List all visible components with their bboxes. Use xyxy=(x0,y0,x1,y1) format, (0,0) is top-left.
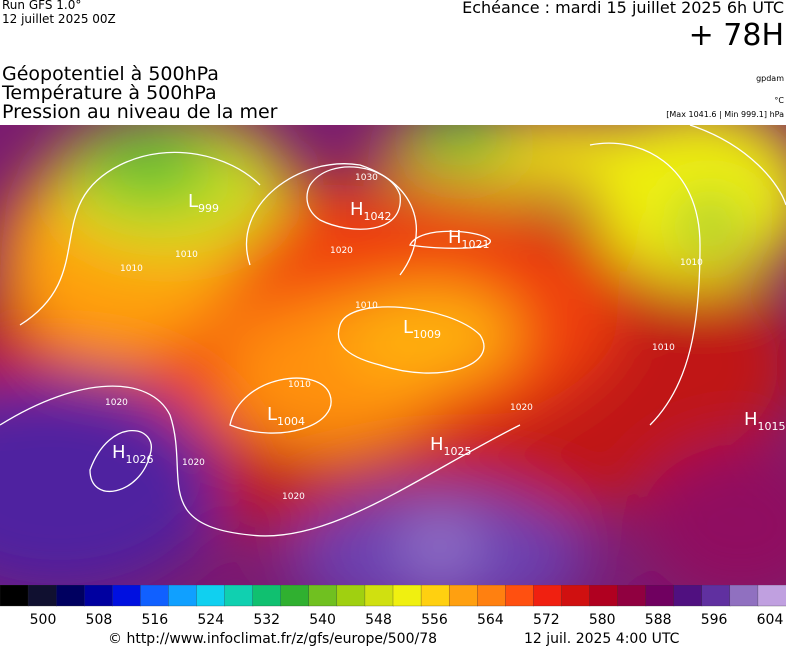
colorbar-cell xyxy=(168,585,198,607)
colorbar-tick-label: 572 xyxy=(533,612,560,628)
footer-date: 12 juil. 2025 4:00 UTC xyxy=(524,631,680,647)
colorbar-tick-label: 524 xyxy=(197,612,224,628)
isobar-label: 1020 xyxy=(510,403,533,413)
center-value: 1026 xyxy=(126,453,154,466)
colorbar-tick-label: 540 xyxy=(309,612,336,628)
center-value: 1042 xyxy=(364,210,392,223)
isobar-label: 1010 xyxy=(288,380,311,390)
colorbar-cell xyxy=(55,585,85,607)
center-value: 1025 xyxy=(444,445,472,458)
pressure-center: L1009 xyxy=(403,317,441,341)
unit: gpdam xyxy=(756,74,784,83)
colorbar-cell xyxy=(617,585,647,607)
colorbar-cell xyxy=(140,585,170,607)
colorbar-tick-label: 588 xyxy=(645,612,672,628)
isobar-label: 1020 xyxy=(330,246,353,256)
isobar-label: 1020 xyxy=(182,458,205,468)
center-value: 1015 xyxy=(758,420,786,433)
isobars xyxy=(0,125,786,537)
map: H1042H1021L999L1009L1004H1026H1025H10151… xyxy=(0,125,786,585)
center-letter: L xyxy=(267,404,277,425)
colorbar-cell xyxy=(505,585,535,607)
footer-url: © http://www.infoclimat.fr/z/gfs/europe/… xyxy=(108,631,438,647)
colorbar-cell xyxy=(673,585,703,607)
center-letter: H xyxy=(744,409,758,430)
run: Run GFS 1.0° xyxy=(2,0,82,12)
center-letter: H xyxy=(448,227,462,248)
colorbar-cell xyxy=(308,585,338,607)
isobar-label: 1010 xyxy=(355,301,378,311)
colorbar-tick-label: 532 xyxy=(253,612,280,628)
center-value: 999 xyxy=(198,202,219,215)
pressure-center: H1042 xyxy=(350,199,392,223)
colorbar-cell xyxy=(364,585,394,607)
colorbar-cell xyxy=(448,585,478,607)
colorbar-cell xyxy=(112,585,142,607)
colorbar-cell xyxy=(392,585,422,607)
isobar-label: 1020 xyxy=(105,398,128,408)
title: Pression au niveau de la mer xyxy=(2,101,278,123)
colorbar-tick-label: 556 xyxy=(421,612,448,628)
colorbar-tick-label: 580 xyxy=(589,612,616,628)
center-value: 1009 xyxy=(413,328,441,341)
isobar-label: 1010 xyxy=(680,258,703,268)
unit: °C xyxy=(774,96,784,105)
center-letter: L xyxy=(188,191,198,212)
title: Température à 500hPa xyxy=(2,82,217,104)
colorbar-tick-label: 604 xyxy=(757,612,784,628)
colorbar-tick-label: 596 xyxy=(701,612,728,628)
center-letter: H xyxy=(112,442,126,463)
run-date: 12 juillet 2025 00Z xyxy=(2,12,116,26)
lead: + 78H xyxy=(688,18,784,53)
center-letter: L xyxy=(403,317,413,338)
pressure-center: L999 xyxy=(188,191,219,215)
colorbar-tick-label: 500 xyxy=(30,612,57,628)
pressure-center: H1025 xyxy=(430,434,472,458)
colorbar-cell xyxy=(336,585,366,607)
colorbar-cell xyxy=(420,585,450,607)
pressure-center: H1026 xyxy=(112,442,154,466)
colorbar-tick-label: 516 xyxy=(141,612,168,628)
center-letter: H xyxy=(350,199,364,220)
colorbar-cell xyxy=(729,585,759,607)
colorbar-tick-label: 548 xyxy=(365,612,392,628)
colorbar-tick-label: 564 xyxy=(477,612,504,628)
colorbar-cell xyxy=(84,585,113,607)
colorbar-cell xyxy=(701,585,731,607)
echeance: Echéance : mardi 15 juillet 2025 6h UTC xyxy=(462,0,784,17)
colorbar-cell xyxy=(27,585,57,607)
pressure-center: H1021 xyxy=(448,227,490,251)
colorbar-cell xyxy=(757,585,786,607)
pressure-center: L1004 xyxy=(267,404,305,428)
title: Géopotentiel à 500hPa xyxy=(2,63,219,85)
colorbar-cell xyxy=(477,585,506,607)
unit: [Max 1041.6 | Min 999.1] hPa xyxy=(666,110,784,119)
center-value: 1004 xyxy=(277,415,305,428)
colorbar-cell xyxy=(0,585,29,607)
colorbar-cell xyxy=(224,585,254,607)
colorbar-cell xyxy=(252,585,282,607)
pressure-center: H1015 xyxy=(744,409,786,433)
isobar-label: 1010 xyxy=(652,343,675,353)
isobar-label: 1030 xyxy=(355,173,378,183)
colorbar-cell xyxy=(645,585,675,607)
colorbar-cell xyxy=(196,585,226,607)
colorbar-tick-label: 508 xyxy=(86,612,113,628)
colorbar-cell xyxy=(589,585,619,607)
colorbar-cell xyxy=(533,585,563,607)
isobar-label: 1020 xyxy=(282,492,305,502)
center-letter: H xyxy=(430,434,444,455)
field xyxy=(0,125,786,585)
colorbar-cell xyxy=(561,585,591,607)
isobar-label: 1010 xyxy=(120,264,143,274)
isobar-label: 1010 xyxy=(175,250,198,260)
colorbar-cell xyxy=(280,585,310,607)
center-value: 1021 xyxy=(462,238,490,251)
colorbar: 500 508 516 524 532 540 548 556 564 572 580 588 596 6… xyxy=(0,585,786,628)
